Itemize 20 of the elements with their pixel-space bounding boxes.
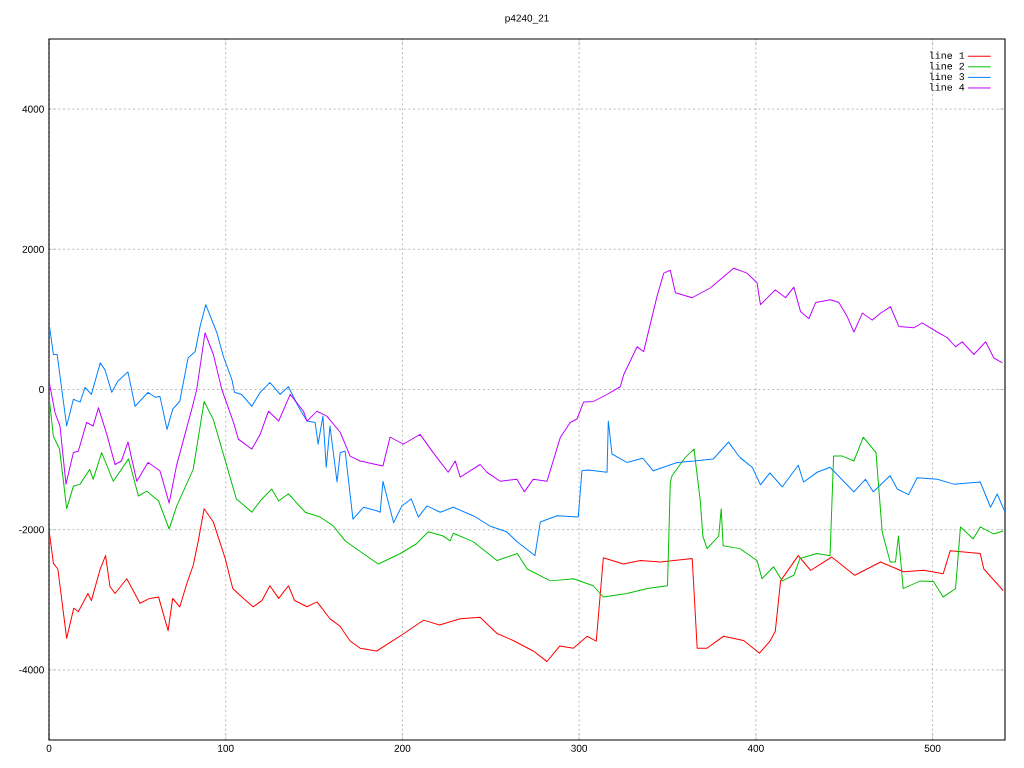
line-series	[49, 267, 1003, 504]
legend-label: line 1	[930, 51, 965, 59]
line-series	[49, 508, 1004, 662]
x-tick-label: 200	[394, 744, 411, 752]
legend-label: line 4	[930, 83, 965, 91]
y-tick-label: 4000	[22, 105, 44, 113]
y-tick-label: -4000	[19, 666, 44, 674]
x-tick-label: 0	[46, 744, 52, 752]
x-tick-label: 500	[924, 744, 941, 752]
legend-label: line 3	[930, 72, 965, 81]
line-series	[49, 396, 1004, 598]
line-series	[49, 304, 1006, 557]
x-tick-label: 400	[747, 744, 764, 752]
y-tick-label: -2000	[19, 526, 44, 534]
x-tick-label: 100	[218, 744, 234, 752]
chart-title: p4240_21	[505, 14, 549, 24]
y-tick-label: 0	[39, 385, 44, 394]
legend-label: line 2	[930, 62, 965, 70]
x-tick-label: 300	[571, 744, 588, 752]
y-tick-label: 2000	[22, 245, 44, 253]
